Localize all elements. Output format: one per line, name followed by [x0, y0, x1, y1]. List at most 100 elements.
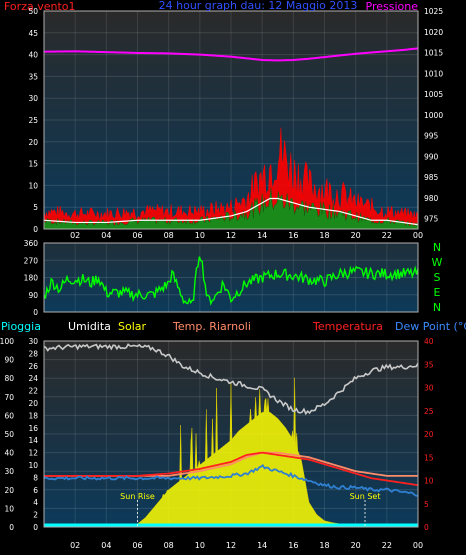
solar-tick-label: 28: [28, 349, 38, 358]
temperature-tick-label: 30: [424, 384, 434, 393]
solar-tick-label: 16: [28, 424, 38, 433]
wind-direction-line: [43, 256, 419, 306]
wind-tick-label: 0: [33, 225, 38, 234]
panel3-x-tick-label: 12: [226, 541, 236, 550]
wind-tick-label: 45: [28, 29, 38, 38]
wind-tick-label: 50: [28, 7, 38, 16]
temperature-tick-label: 10: [424, 477, 434, 486]
panel3-x-tick-label: 04: [101, 541, 111, 550]
panel1-x-tick-label: 22: [382, 231, 392, 240]
rain-tick-label: 40: [4, 449, 14, 458]
direction-tick-label: 270: [24, 256, 39, 265]
solar-tick-label: 8: [33, 473, 38, 482]
pressure-axis-ticks: 975 980 985 990 995 1000 1005 1010 1015 1020 1025: [424, 7, 443, 224]
pressure-tick-label: 995: [424, 132, 439, 141]
sun-rise-annotation: Sun Rise: [120, 492, 155, 501]
panel1-x-tick-label: 04: [101, 231, 111, 240]
solar-tick-label: 12: [28, 449, 38, 458]
rain-tick-label: 10: [4, 504, 14, 513]
pressure-tick-label: 980: [424, 194, 439, 203]
pressure-line: [43, 47, 419, 62]
temperature-line: [44, 451, 419, 487]
rain-tick-label: 100: [0, 337, 14, 346]
panel1-x-tick-label: 00: [413, 231, 423, 240]
solar-tick-label: 14: [28, 436, 38, 445]
wind-axis-label: Forza vento1: [4, 0, 76, 13]
pressure-axis-label: Pressione: [366, 0, 419, 13]
solar-tick-label: 30: [28, 337, 38, 346]
solar-tick-label: 2: [33, 511, 38, 520]
wind-tick-label: 35: [28, 72, 38, 81]
direction-degree-ticks: 0 90 180 270 360: [24, 239, 39, 317]
panel1-plot: [43, 47, 419, 230]
wind-axis-ticks: 0 5 10 15 20 25 30 35 40 45 50: [28, 7, 38, 234]
wind-tick-label: 25: [28, 116, 38, 125]
panel3-plot: [43, 343, 419, 528]
panel1-x-ticks: 02 04 06 08 10 12 14 16 18 20 22 00: [70, 231, 423, 240]
rain-tick-label: 20: [4, 486, 14, 495]
rain-tick-label: 90: [4, 356, 14, 365]
solar-tick-label: 26: [28, 362, 38, 371]
pressure-tick-label: 985: [424, 173, 439, 182]
panel1-frame: [43, 10, 419, 230]
wind-tick-label: 40: [28, 51, 38, 60]
panel2-frame: [43, 242, 419, 313]
sun-set-annotation: Sun Set: [350, 492, 381, 501]
panel1-x-tick-label: 12: [226, 231, 236, 240]
panel3-x-ticks: 02 04 06 08 10 12 14 16 18 20 22 00: [70, 541, 423, 550]
compass-letter: N: [433, 241, 441, 254]
rain-tick-label: 60: [4, 411, 14, 420]
panel1-x-tick-label: 08: [164, 231, 174, 240]
wind-average-line: [43, 197, 419, 226]
wind-tick-label: 10: [28, 181, 38, 190]
chart-title: 24 hour graph dau: 12 Maggio 2013: [159, 0, 358, 12]
gust-series-area: [43, 127, 419, 230]
panel3-x-tick-label: 22: [382, 541, 392, 550]
wind-tick-label: 15: [28, 160, 38, 169]
direction-tick-label: 360: [24, 239, 39, 248]
direction-tick-label: 0: [33, 308, 38, 317]
compass-letter: S: [434, 271, 441, 284]
pressure-tick-label: 1015: [424, 49, 443, 58]
temperature-tick-label: 25: [424, 407, 434, 416]
panel3-x-tick-label: 08: [164, 541, 174, 550]
panel1-x-tick-label: 18: [319, 231, 329, 240]
panel1-x-tick-label: 06: [132, 231, 142, 240]
temperature-tick-label: 15: [424, 453, 434, 462]
dewpoint-axis-label: Dew Point (°C): [395, 320, 466, 333]
compass-letter: E: [434, 286, 441, 299]
panel-temperature-humidity: Pioggia Umidita Solar Temp. Riarnoli Tem…: [0, 320, 466, 550]
solar-axis-label: Solar: [118, 320, 147, 333]
direction-tick-label: 180: [24, 274, 39, 283]
panel3-x-tick-label: 14: [257, 541, 267, 550]
panel1-x-tick-label: 02: [70, 231, 80, 240]
panel3-x-tick-label: 18: [319, 541, 329, 550]
panel1-background: [44, 11, 418, 229]
temperature-tick-label: 40: [424, 337, 434, 346]
temperature-tick-label: 5: [424, 500, 429, 509]
temp-riarnoli-label: Temp. Riarnoli: [172, 320, 251, 333]
wind-tick-label: 20: [28, 138, 38, 147]
temperature-tick-label: 20: [424, 430, 434, 439]
panel3-x-tick-label: 06: [132, 541, 142, 550]
panel3-x-tick-label: 00: [413, 541, 423, 550]
humidity-line: [43, 343, 419, 416]
pressure-tick-label: 1000: [424, 111, 443, 120]
compass-letter: N: [433, 301, 441, 314]
pressure-tick-label: 990: [424, 152, 439, 161]
compass-letter: W: [432, 256, 443, 269]
panel1-x-tick-label: 14: [257, 231, 267, 240]
pressure-tick-label: 1010: [424, 69, 443, 78]
panel1-x-tick-label: 10: [195, 231, 205, 240]
panel3-x-tick-label: 16: [288, 541, 298, 550]
temperature-tick-label: 35: [424, 360, 434, 369]
panel3-x-tick-label: 10: [195, 541, 205, 550]
rain-tick-label: 80: [4, 374, 14, 383]
dewpoint-line: [43, 464, 419, 497]
panel1-x-tick-label: 16: [288, 231, 298, 240]
solar-tick-label: 4: [33, 498, 38, 507]
solar-tick-label: 24: [28, 374, 38, 383]
solar-series-area: [137, 377, 364, 528]
